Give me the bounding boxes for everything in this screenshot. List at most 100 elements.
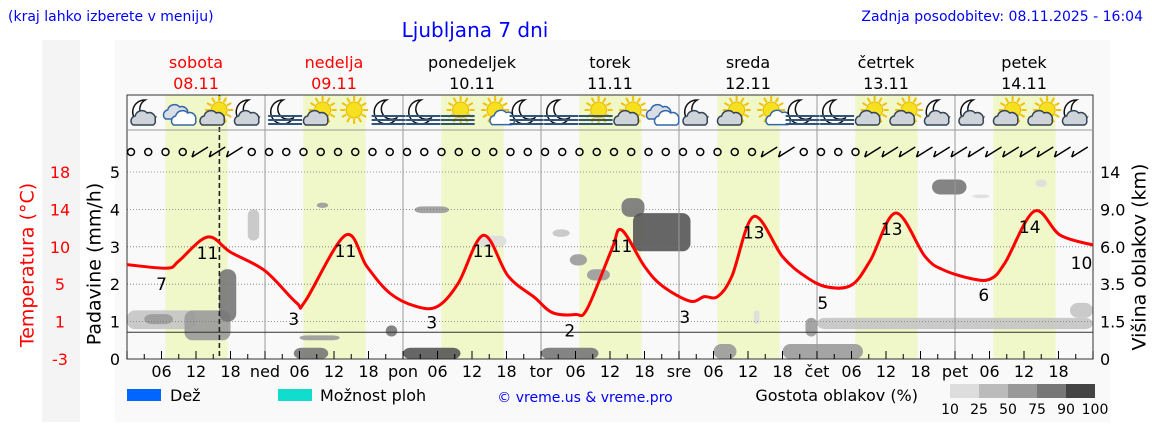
cloud-density-patch [972, 194, 990, 199]
sun-ray [329, 102, 336, 107]
wind-calm-icon [368, 147, 377, 157]
x-day-label: tor [530, 362, 553, 381]
barb-flag [984, 150, 989, 158]
moon-shape [787, 99, 813, 125]
wind-barb-icon [950, 146, 968, 158]
density-level-label: 25 [970, 402, 988, 418]
barb-flag [225, 150, 230, 158]
sun-ray [605, 102, 612, 107]
barb-flag [915, 150, 920, 158]
moon-cloud-icon [682, 99, 710, 126]
daylight-band [303, 95, 366, 359]
barb-shaft [760, 146, 778, 158]
temperature-value-label: 11 [611, 237, 633, 257]
wind-calm-icon [402, 147, 412, 157]
barb-flag [864, 150, 868, 158]
location-hint[interactable]: (kraj lahko izberete v meniju) [8, 9, 214, 25]
barb-flag [760, 150, 764, 158]
sun-ray [1000, 102, 1006, 107]
barb-flag [191, 150, 195, 158]
cloud-density-patch [1070, 302, 1093, 318]
moon-cloud-icon [958, 99, 986, 126]
wind-barb-icon [898, 146, 916, 158]
wind-calm-icon [609, 147, 619, 157]
wind-barb-icon [208, 146, 226, 158]
precip-tick-label: 5 [110, 163, 120, 182]
moon-shape [269, 99, 296, 125]
cloud-density-patch [541, 347, 599, 359]
moon-cloud-icon [233, 99, 261, 126]
wind-calm-icon [799, 147, 808, 157]
sun-ray [346, 97, 351, 103]
cloud-density-patch [633, 213, 691, 252]
sun-ray [361, 113, 367, 118]
sun-ray [206, 102, 212, 107]
barb-shaft [1019, 146, 1037, 158]
cloud-density-patch [144, 314, 173, 325]
cloud-density-patch [753, 310, 760, 325]
density-legend-title: Gostota oblakov (%) [755, 386, 918, 405]
moon-shape [407, 99, 434, 125]
cloud-shape [170, 109, 197, 126]
barb-shaft [1054, 146, 1071, 158]
sun-disc [345, 101, 363, 119]
sun-ray [1019, 102, 1026, 107]
x-hour-label: 18 [910, 362, 930, 381]
sun-ray [1054, 113, 1060, 118]
cloud-height-tick-label: 14 [1100, 163, 1120, 182]
sun-ray [346, 117, 351, 123]
x-hour-label: 12 [876, 362, 896, 381]
wind-calm-icon [678, 147, 688, 157]
sun-cloud-icon [854, 96, 889, 126]
barb-flag [881, 150, 885, 158]
barb-shaft [1071, 146, 1089, 158]
credit-link[interactable]: © vreme.us & vreme.pro [497, 390, 672, 406]
temperature-tick-label: 14 [50, 200, 70, 219]
precip-tick-label: 1 [110, 313, 120, 332]
sun-ray [1016, 97, 1021, 103]
sun-ray [728, 97, 733, 103]
day-name: petek [1001, 53, 1047, 72]
wind-calm-icon [627, 147, 636, 157]
wind-calm-icon [713, 147, 722, 157]
barb-flag [208, 150, 212, 158]
cloud-density-patch [621, 198, 645, 217]
x-hour-label: 18 [496, 362, 516, 381]
cloud-shape [958, 109, 985, 126]
cloud-height-tick-label: 6.0 [1100, 238, 1125, 257]
wind-barb-icon [1053, 146, 1071, 158]
sun-ray [226, 102, 232, 107]
x-hour-label: 06 [841, 362, 861, 381]
sun-ray [326, 97, 331, 103]
sun-ray [314, 97, 319, 103]
temperature-value-label: 6 [978, 286, 989, 306]
barb-shaft [898, 146, 916, 158]
sun-fog-icon [440, 96, 475, 125]
barb-flag [1053, 150, 1058, 158]
barb-shaft [226, 146, 243, 158]
wind-calm-icon [264, 147, 274, 157]
density-level-label: 90 [1057, 402, 1075, 418]
barb-shaft [778, 146, 795, 158]
cloud-height-tick-label: 0 [1100, 350, 1110, 369]
precip-axis-title: Padavine (mm/h) [84, 183, 106, 346]
day-name: četrtek [858, 53, 916, 72]
cloud-density-patch [414, 206, 449, 214]
moon-shape [373, 99, 399, 125]
cloud-density-patch [805, 317, 817, 337]
wind-barb-icon [881, 146, 899, 158]
cloud-density-patch [219, 269, 237, 322]
barb-shaft [1036, 146, 1054, 158]
x-hour-label: 06 [979, 362, 999, 381]
sun-ray [329, 113, 336, 118]
wind-calm-icon [282, 147, 291, 157]
sun-ray [636, 97, 641, 103]
wind-calm-icon [851, 147, 860, 157]
legend-rain-swatch [127, 389, 161, 401]
cloud-density-patch [385, 325, 398, 337]
sun-cloud-icon [1027, 96, 1062, 126]
temperature-value-label: 11 [473, 242, 495, 262]
sun-small-cloud-icon [481, 96, 516, 126]
barb-flag [950, 150, 954, 158]
temperature-value-label: 7 [156, 275, 167, 295]
